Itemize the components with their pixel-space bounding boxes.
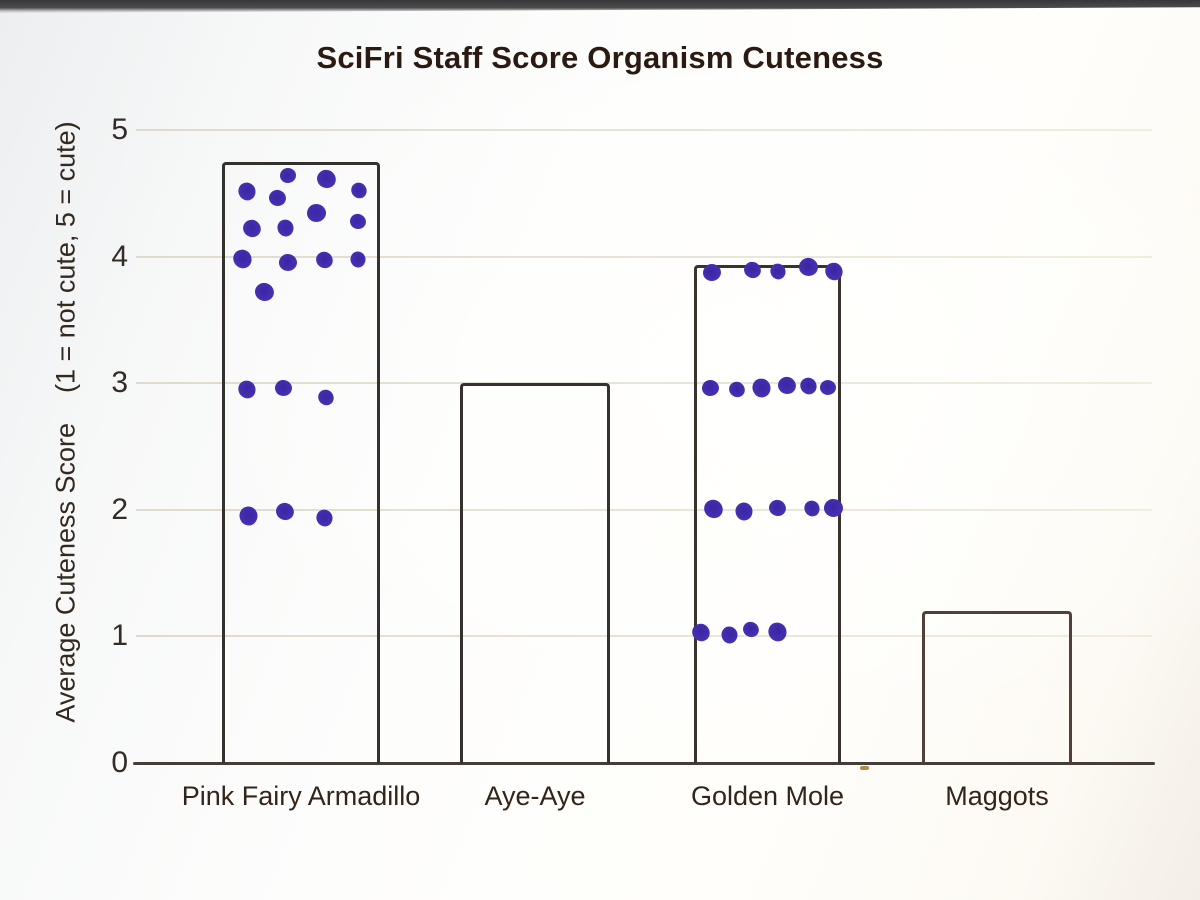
y-tick-label-4: 4 (111, 239, 128, 273)
x-axis-label-maggots: Maggots (945, 781, 1049, 811)
gridline-1 (136, 635, 1152, 638)
gridline-3 (136, 382, 1152, 385)
bar-maggots (922, 611, 1072, 763)
bar-pink-fairy-armadillo (222, 161, 380, 763)
bar-aye-aye (460, 383, 610, 763)
gridline-5 (136, 129, 1152, 131)
y-tick-label-3: 3 (111, 366, 128, 400)
y-tick-label-5: 5 (111, 113, 128, 146)
gridline-4 (136, 255, 1152, 258)
y-tick-label-0: 0 (111, 746, 128, 779)
y-tick-label-2: 2 (111, 492, 128, 526)
vote-dot (702, 264, 721, 282)
x-axis-label-pink-fairy-armadillo: Pink Fairy Armadillo (181, 781, 421, 811)
vote-dot (280, 167, 297, 183)
stray-mark-artifact (860, 766, 869, 770)
vote-dot (721, 625, 738, 644)
chart-title: SciFri Staff Score Organism Cuteness (316, 40, 884, 75)
y-tick-label-1: 1 (111, 619, 128, 653)
x-axis-line (133, 762, 1155, 765)
x-axis-label-golden-mole: Golden Mole (690, 781, 845, 811)
gridline-2 (136, 508, 1152, 511)
x-axis-label-aye-aye: Aye-Aye (484, 781, 586, 811)
